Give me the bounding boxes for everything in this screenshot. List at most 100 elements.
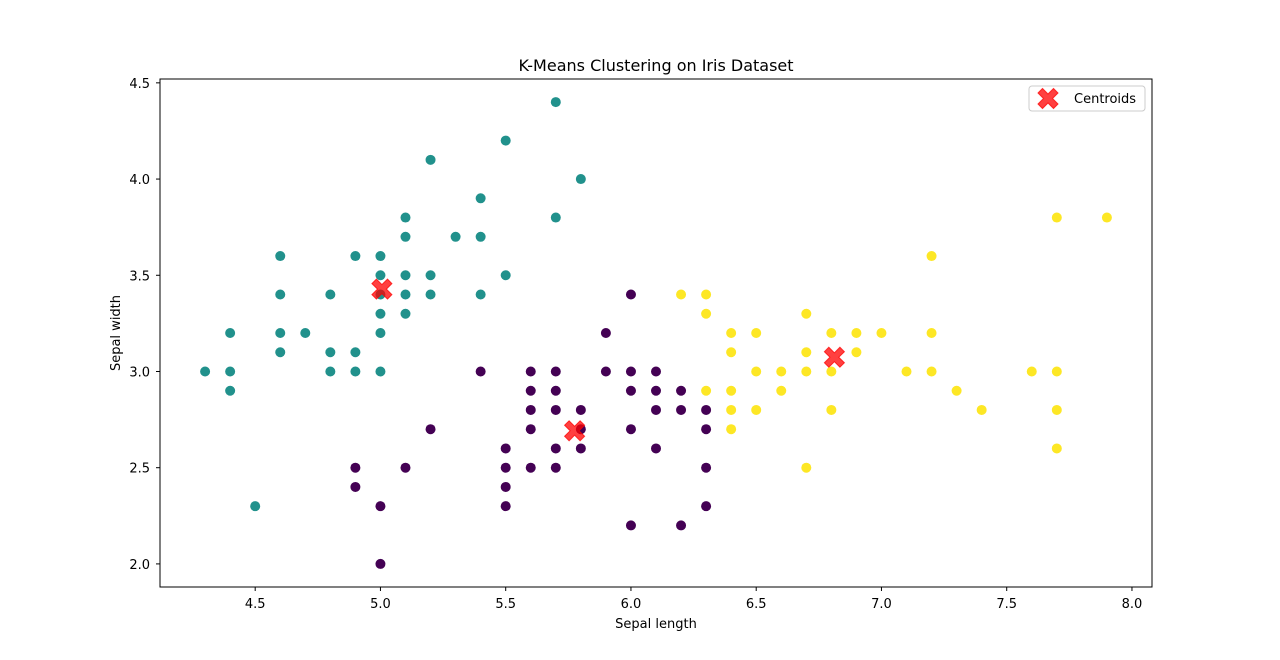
data-point-cluster-1 xyxy=(550,385,561,396)
data-point-cluster-2 xyxy=(726,424,737,435)
data-point-cluster-2 xyxy=(701,308,712,319)
data-point-cluster-2 xyxy=(976,404,987,415)
data-point-cluster-1 xyxy=(525,424,536,435)
data-point-cluster-0 xyxy=(475,193,486,204)
data-point-cluster-0 xyxy=(475,289,486,300)
y-tick-label: 3.0 xyxy=(129,365,150,380)
data-point-cluster-1 xyxy=(525,385,536,396)
data-point-cluster-2 xyxy=(1051,212,1062,223)
data-point-cluster-1 xyxy=(475,366,486,377)
data-point-cluster-1 xyxy=(701,424,712,435)
data-point-cluster-2 xyxy=(1101,212,1112,223)
data-point-cluster-2 xyxy=(676,289,687,300)
data-point-cluster-2 xyxy=(726,347,737,358)
data-point-cluster-0 xyxy=(450,231,461,242)
data-point-cluster-1 xyxy=(625,385,636,396)
y-tick-label: 2.0 xyxy=(129,558,150,573)
x-axis-ticks: 4.5 5.0 5.5 6.0 6.5 7.0 7.5 8.0 xyxy=(245,587,1142,612)
plot-area-frame xyxy=(159,78,1153,588)
data-point-cluster-1 xyxy=(375,558,386,569)
data-point-cluster-1 xyxy=(525,404,536,415)
data-point-cluster-2 xyxy=(726,385,737,396)
centroid-marker xyxy=(563,420,586,442)
data-point-cluster-0 xyxy=(350,366,361,377)
data-point-cluster-0 xyxy=(300,328,311,338)
data-point-cluster-1 xyxy=(676,520,687,531)
data-point-cluster-1 xyxy=(575,404,586,415)
data-point-cluster-1 xyxy=(525,366,536,377)
data-point-cluster-0 xyxy=(375,366,386,377)
data-point-cluster-2 xyxy=(826,404,837,415)
data-point-cluster-2 xyxy=(901,366,912,377)
y-tick-label: 3.5 xyxy=(129,269,150,284)
data-point-cluster-1 xyxy=(701,462,712,473)
legend-label-centroids: Centroids xyxy=(1074,92,1136,107)
data-point-cluster-2 xyxy=(776,366,787,377)
centroid-marker xyxy=(823,346,846,368)
data-point-cluster-0 xyxy=(400,289,411,300)
data-point-cluster-1 xyxy=(625,520,636,531)
data-point-cluster-0 xyxy=(475,231,486,242)
data-point-cluster-2 xyxy=(801,308,812,319)
data-point-cluster-2 xyxy=(826,328,837,338)
data-point-cluster-0 xyxy=(500,270,511,281)
legend-centroid-marker xyxy=(1037,87,1059,110)
data-point-cluster-2 xyxy=(801,366,812,377)
data-point-cluster-2 xyxy=(701,385,712,396)
x-tick-label: 6.5 xyxy=(746,597,767,612)
data-point-cluster-2 xyxy=(1051,404,1062,415)
data-point-cluster-1 xyxy=(625,366,636,377)
data-point-cluster-1 xyxy=(350,481,361,492)
x-tick-label: 4.5 xyxy=(245,597,266,612)
data-point-cluster-0 xyxy=(425,289,436,300)
data-point-cluster-1 xyxy=(625,424,636,435)
data-point-cluster-2 xyxy=(851,328,862,338)
data-point-cluster-2 xyxy=(1051,366,1062,377)
data-point-cluster-1 xyxy=(525,462,536,473)
data-point-cluster-0 xyxy=(375,270,386,281)
data-point-cluster-1 xyxy=(550,443,561,454)
data-point-cluster-2 xyxy=(701,289,712,300)
data-point-cluster-1 xyxy=(550,462,561,473)
data-point-cluster-0 xyxy=(400,270,411,281)
data-point-cluster-1 xyxy=(651,366,661,377)
data-point-cluster-2 xyxy=(1051,443,1062,454)
data-point-cluster-0 xyxy=(550,97,561,108)
data-point-cluster-0 xyxy=(500,135,511,146)
x-tick-label: 7.0 xyxy=(871,597,892,612)
data-point-cluster-2 xyxy=(851,347,862,358)
data-point-cluster-1 xyxy=(425,424,436,435)
x-tick-label: 7.5 xyxy=(996,597,1017,612)
x-tick-label: 6.0 xyxy=(621,597,642,612)
data-point-cluster-0 xyxy=(375,308,386,319)
y-tick-label: 4.0 xyxy=(129,173,150,188)
data-point-cluster-1 xyxy=(676,385,687,396)
data-points-layer xyxy=(200,97,1112,569)
data-point-cluster-2 xyxy=(1026,366,1037,377)
data-point-cluster-2 xyxy=(926,366,937,377)
data-point-cluster-2 xyxy=(751,404,762,415)
legend: Centroids xyxy=(1028,85,1146,112)
data-point-cluster-1 xyxy=(375,501,386,512)
data-point-cluster-2 xyxy=(926,328,937,338)
data-point-cluster-0 xyxy=(275,347,286,358)
data-point-cluster-1 xyxy=(500,462,511,473)
data-point-cluster-1 xyxy=(651,385,661,396)
data-point-cluster-2 xyxy=(751,366,762,377)
data-point-cluster-0 xyxy=(250,501,261,512)
data-point-cluster-1 xyxy=(676,404,687,415)
data-point-cluster-0 xyxy=(275,289,286,300)
data-point-cluster-1 xyxy=(575,443,586,454)
data-point-cluster-0 xyxy=(550,212,561,223)
data-point-cluster-0 xyxy=(225,328,236,338)
x-axis-label: Sepal length xyxy=(615,617,697,632)
data-point-cluster-0 xyxy=(325,366,336,377)
data-point-cluster-1 xyxy=(651,443,661,454)
data-point-cluster-0 xyxy=(350,347,361,358)
data-point-cluster-1 xyxy=(625,289,636,300)
data-point-cluster-0 xyxy=(425,154,436,165)
data-point-cluster-0 xyxy=(575,174,586,185)
data-point-cluster-2 xyxy=(726,328,737,338)
